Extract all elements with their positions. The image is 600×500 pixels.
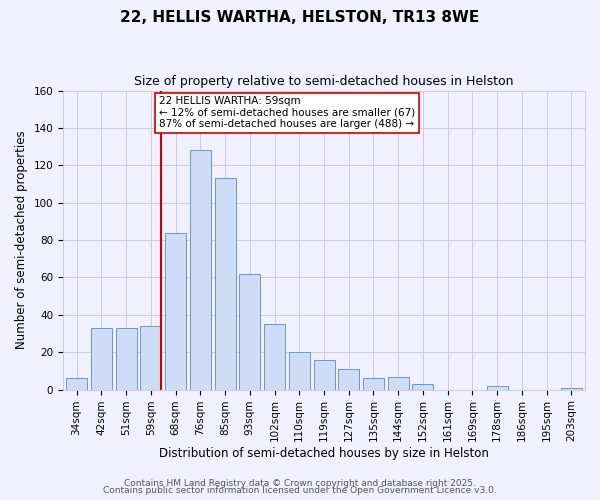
Bar bbox=[338, 369, 359, 390]
Bar bbox=[264, 324, 285, 390]
Text: 22, HELLIS WARTHA, HELSTON, TR13 8WE: 22, HELLIS WARTHA, HELSTON, TR13 8WE bbox=[121, 10, 479, 25]
Bar bbox=[363, 378, 384, 390]
Text: 22 HELLIS WARTHA: 59sqm
← 12% of semi-detached houses are smaller (67)
87% of se: 22 HELLIS WARTHA: 59sqm ← 12% of semi-de… bbox=[159, 96, 415, 130]
Bar bbox=[412, 384, 433, 390]
Bar bbox=[314, 360, 335, 390]
Title: Size of property relative to semi-detached houses in Helston: Size of property relative to semi-detach… bbox=[134, 75, 514, 88]
Bar bbox=[190, 150, 211, 390]
X-axis label: Distribution of semi-detached houses by size in Helston: Distribution of semi-detached houses by … bbox=[159, 447, 489, 460]
Bar bbox=[239, 274, 260, 390]
Bar bbox=[388, 376, 409, 390]
Text: Contains HM Land Registry data © Crown copyright and database right 2025.: Contains HM Land Registry data © Crown c… bbox=[124, 478, 476, 488]
Y-axis label: Number of semi-detached properties: Number of semi-detached properties bbox=[15, 131, 28, 350]
Text: Contains public sector information licensed under the Open Government Licence v3: Contains public sector information licen… bbox=[103, 486, 497, 495]
Bar bbox=[91, 328, 112, 390]
Bar bbox=[165, 232, 186, 390]
Bar bbox=[487, 386, 508, 390]
Bar bbox=[116, 328, 137, 390]
Bar bbox=[66, 378, 87, 390]
Bar bbox=[561, 388, 582, 390]
Bar bbox=[140, 326, 161, 390]
Bar bbox=[289, 352, 310, 390]
Bar bbox=[215, 178, 236, 390]
